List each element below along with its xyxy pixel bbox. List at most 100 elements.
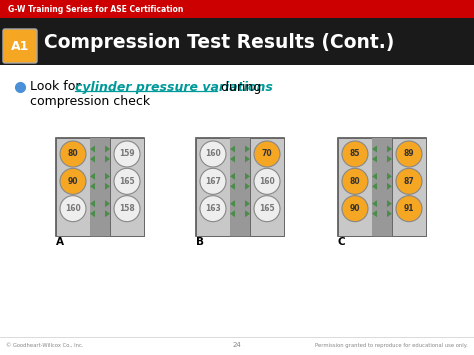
Text: compression check: compression check: [30, 94, 150, 108]
Polygon shape: [372, 200, 377, 207]
Text: Permission granted to reproduce for educational use only.: Permission granted to reproduce for educ…: [315, 343, 468, 348]
Circle shape: [254, 196, 280, 222]
Polygon shape: [372, 173, 377, 180]
Text: 90: 90: [350, 204, 360, 213]
Circle shape: [60, 168, 86, 194]
Polygon shape: [372, 183, 377, 190]
Text: during: during: [217, 81, 261, 93]
Polygon shape: [372, 210, 377, 217]
Text: © Goodheart-Willcox Co., Inc.: © Goodheart-Willcox Co., Inc.: [6, 343, 83, 348]
Polygon shape: [245, 173, 250, 180]
Text: 159: 159: [119, 149, 135, 158]
Bar: [392, 138, 426, 236]
Circle shape: [396, 141, 422, 167]
Bar: [372, 138, 392, 236]
Bar: [0, 0, 474, 18]
Text: 165: 165: [259, 204, 275, 213]
Text: 160: 160: [205, 149, 221, 158]
Text: 24: 24: [233, 342, 241, 348]
Text: 87: 87: [404, 177, 414, 186]
Text: 158: 158: [119, 204, 135, 213]
Polygon shape: [230, 173, 235, 180]
Bar: [0, 18, 474, 65]
Text: 160: 160: [65, 204, 81, 213]
Polygon shape: [230, 183, 235, 190]
Bar: [110, 138, 144, 236]
Circle shape: [60, 196, 86, 222]
Polygon shape: [90, 146, 95, 153]
Polygon shape: [245, 210, 250, 217]
Circle shape: [200, 141, 226, 167]
Bar: [338, 138, 372, 236]
Polygon shape: [245, 183, 250, 190]
Polygon shape: [105, 183, 110, 190]
Bar: [90, 138, 110, 236]
Text: G-W Training Series for ASE Certification: G-W Training Series for ASE Certificatio…: [8, 5, 183, 13]
Circle shape: [60, 141, 86, 167]
Polygon shape: [230, 210, 235, 217]
Circle shape: [342, 168, 368, 194]
Text: 163: 163: [205, 204, 221, 213]
Polygon shape: [372, 146, 377, 153]
Polygon shape: [90, 155, 95, 163]
Text: 80: 80: [350, 177, 360, 186]
Polygon shape: [230, 146, 235, 153]
Polygon shape: [387, 146, 392, 153]
Circle shape: [200, 168, 226, 194]
Polygon shape: [230, 200, 235, 207]
Text: Look for: Look for: [30, 81, 84, 93]
Circle shape: [254, 141, 280, 167]
Polygon shape: [387, 183, 392, 190]
Text: 167: 167: [205, 177, 221, 186]
FancyBboxPatch shape: [3, 29, 37, 63]
Bar: [338, 138, 426, 236]
Text: 89: 89: [404, 149, 414, 158]
Text: C: C: [338, 237, 346, 247]
Polygon shape: [105, 155, 110, 163]
Polygon shape: [90, 200, 95, 207]
Polygon shape: [387, 155, 392, 163]
Polygon shape: [245, 155, 250, 163]
Bar: [250, 138, 284, 236]
Polygon shape: [105, 210, 110, 217]
Circle shape: [342, 141, 368, 167]
Text: A: A: [56, 237, 64, 247]
Bar: [196, 138, 284, 236]
Polygon shape: [105, 146, 110, 153]
Polygon shape: [245, 146, 250, 153]
Polygon shape: [387, 200, 392, 207]
Text: 91: 91: [404, 204, 414, 213]
Polygon shape: [372, 155, 377, 163]
Text: A1: A1: [11, 39, 29, 53]
Text: 165: 165: [119, 177, 135, 186]
Text: 80: 80: [68, 149, 78, 158]
Text: 90: 90: [68, 177, 78, 186]
Polygon shape: [387, 173, 392, 180]
Circle shape: [200, 196, 226, 222]
Text: cylinder pressure variations: cylinder pressure variations: [75, 81, 273, 93]
Polygon shape: [230, 155, 235, 163]
Polygon shape: [105, 173, 110, 180]
Polygon shape: [90, 183, 95, 190]
Text: B: B: [196, 237, 204, 247]
Text: 85: 85: [350, 149, 360, 158]
Circle shape: [114, 168, 140, 194]
Bar: [230, 138, 250, 236]
Bar: [196, 138, 230, 236]
Circle shape: [114, 141, 140, 167]
Circle shape: [396, 196, 422, 222]
Circle shape: [342, 196, 368, 222]
Text: Compression Test Results (Cont.): Compression Test Results (Cont.): [44, 33, 394, 51]
Circle shape: [114, 196, 140, 222]
Polygon shape: [90, 210, 95, 217]
Polygon shape: [90, 173, 95, 180]
Text: 70: 70: [262, 149, 272, 158]
Circle shape: [396, 168, 422, 194]
Circle shape: [254, 168, 280, 194]
Polygon shape: [245, 200, 250, 207]
Bar: [56, 138, 90, 236]
Bar: [56, 138, 144, 236]
Polygon shape: [105, 200, 110, 207]
Text: 160: 160: [259, 177, 275, 186]
Polygon shape: [387, 210, 392, 217]
